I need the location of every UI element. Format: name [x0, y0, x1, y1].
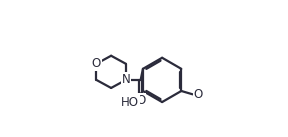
Text: O: O	[194, 88, 203, 101]
Text: HO: HO	[121, 96, 139, 109]
Text: O: O	[136, 94, 145, 107]
Text: N: N	[122, 73, 130, 86]
Text: O: O	[92, 57, 101, 70]
